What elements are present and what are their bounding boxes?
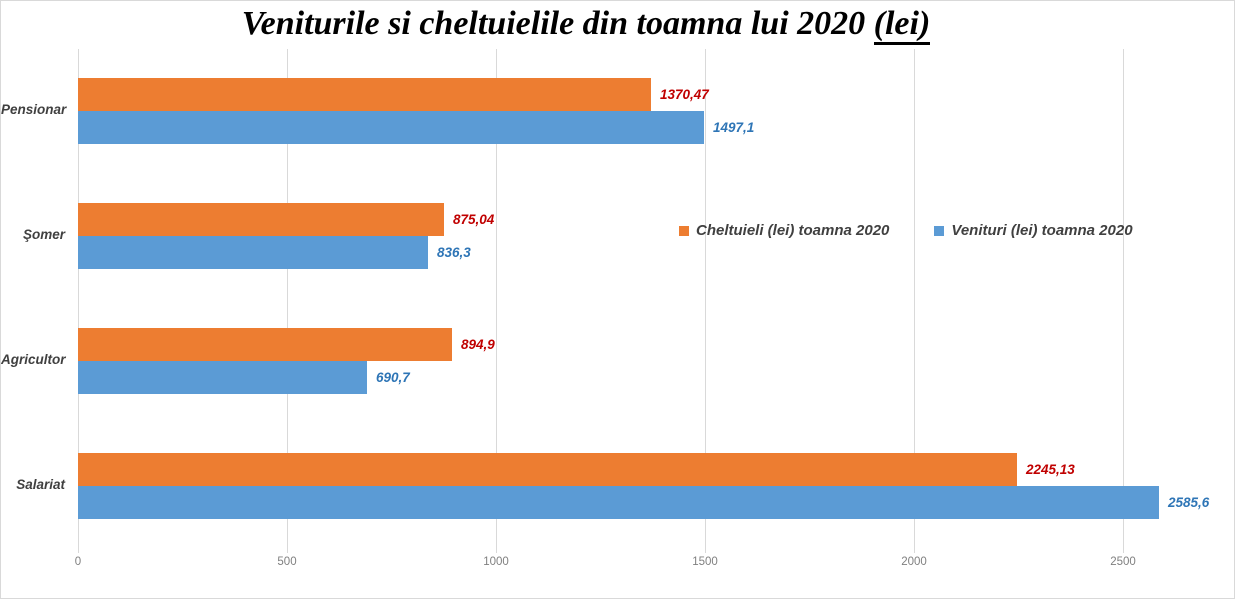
- bar-value-label: 690,7: [376, 370, 410, 385]
- gridline: [705, 49, 706, 548]
- bar-value-label: 2585,6: [1168, 495, 1210, 510]
- axis-tick: [705, 548, 706, 553]
- x-tick-label: 2500: [1110, 556, 1136, 568]
- category-label: Şomer: [22, 227, 65, 242]
- gridline: [496, 49, 497, 548]
- gridline: [1123, 49, 1124, 548]
- bar-cheltuieli: [78, 453, 1017, 486]
- chart-title: Veniturile si cheltuielile din toamna lu…: [1, 5, 1171, 45]
- axis-tick: [1123, 548, 1124, 553]
- bar-value-label: 2245,13: [1026, 462, 1075, 477]
- chart-title-main: Veniturile si cheltuielile din toamna lu…: [241, 5, 874, 42]
- category-label: Agricultor: [1, 352, 66, 367]
- x-tick-label: 2000: [901, 556, 927, 568]
- bar-venituri: [78, 486, 1159, 519]
- x-tick-label: 500: [277, 556, 297, 568]
- bar-cheltuieli: [78, 203, 444, 236]
- category-label: Salariat: [16, 477, 65, 492]
- legend-item-venituri: Venituri (lei) toamna 2020: [934, 222, 1133, 239]
- bar-cheltuieli: [78, 328, 452, 361]
- legend: Cheltuieli (lei) toamna 2020 Venituri (le…: [679, 222, 1133, 239]
- gridline: [914, 49, 915, 548]
- bar-value-label: 836,3: [437, 245, 471, 260]
- bar-venituri: [78, 111, 704, 144]
- axis-tick: [914, 548, 915, 553]
- bar-cheltuieli: [78, 78, 651, 111]
- x-tick-label: 1000: [483, 556, 509, 568]
- bar-venituri: [78, 236, 428, 269]
- plot-area: 0 500 1000 1500 2000 2500 Pensionar 1370,47 1497…: [1, 49, 1234, 568]
- x-tick-label: 0: [74, 556, 82, 568]
- legend-marker-icon: [679, 225, 689, 236]
- legend-marker-icon: [934, 225, 945, 236]
- legend-item-cheltuieli: Cheltuieli (lei) toamna 2020: [679, 222, 889, 239]
- bar-value-label: 875,04: [453, 212, 495, 227]
- category-label: Pensionar: [1, 102, 67, 117]
- bar-value-label: 894,9: [461, 337, 495, 352]
- gridline: [287, 49, 288, 548]
- bar-value-label: 1370,47: [660, 87, 709, 102]
- axis-tick: [78, 548, 79, 553]
- gridline: [78, 49, 79, 548]
- axis-tick: [287, 548, 288, 553]
- bar-venituri: [78, 361, 367, 394]
- bar-value-label: 1497,1: [713, 120, 755, 135]
- legend-label: Venituri (lei) toamna 2020: [951, 222, 1133, 239]
- x-tick-label: 1500: [692, 556, 718, 568]
- chart-title-underlined: (lei): [873, 5, 931, 45]
- axis-tick: [496, 548, 497, 553]
- legend-label: Cheltuieli (lei) toamna 2020: [696, 222, 890, 239]
